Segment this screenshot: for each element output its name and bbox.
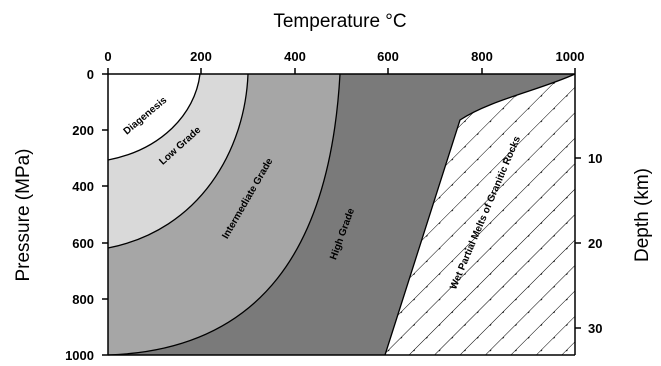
zone-intermediate-grade (108, 74, 340, 355)
pressure-tick-label: 1000 (65, 348, 94, 363)
depth-tick-label: 30 (588, 321, 602, 336)
zone-wet-partial-melts (385, 74, 575, 355)
temperature-tick-label: 800 (471, 49, 493, 64)
pressure-tick-label: 200 (72, 123, 94, 138)
depth-ticks (575, 157, 581, 329)
boundary-intermediate-grade (107, 73, 341, 356)
temperature-tick-label: 400 (284, 49, 306, 64)
top-axis-title: Temperature °C (273, 11, 406, 32)
depth-tick-label: 10 (588, 151, 602, 166)
temperature-tick-label: 1000 (556, 49, 585, 64)
boundary-diagenesis (107, 73, 201, 161)
boundary-melt (384, 73, 576, 356)
depth-tick-label: 20 (588, 236, 602, 251)
right-axis-title: Depth (km) (632, 168, 653, 262)
pressure-tick-label: 0 (87, 67, 94, 82)
zone-low-grade (108, 74, 248, 248)
boundary-low-grade (107, 73, 249, 249)
temperature-tick-label: 600 (377, 49, 399, 64)
zone-high-grade (108, 74, 575, 355)
pressure-tick-label: 400 (72, 179, 94, 194)
zone-diagenesis (108, 74, 200, 160)
temperature-ticks (107, 68, 576, 74)
pressure-ticks (102, 73, 108, 356)
temperature-tick-label: 0 (104, 49, 111, 64)
left-axis-title: Pressure (MPa) (13, 148, 34, 281)
pressure-tick-label: 800 (72, 292, 94, 307)
temperature-tick-label: 200 (190, 49, 212, 64)
pressure-tick-label: 600 (72, 236, 94, 251)
